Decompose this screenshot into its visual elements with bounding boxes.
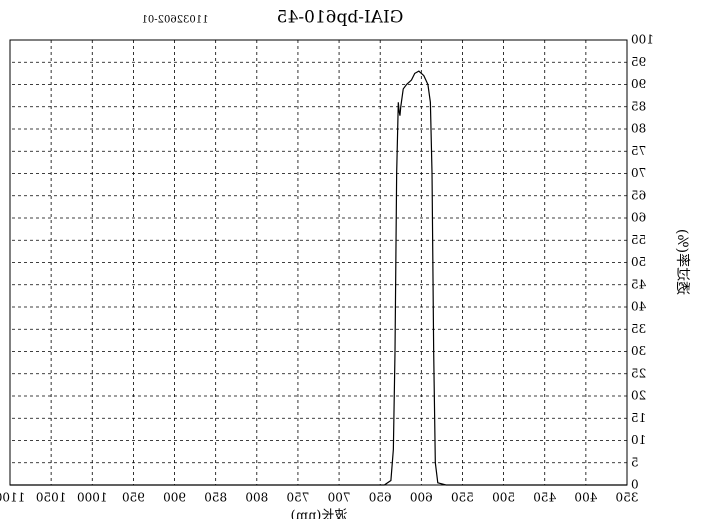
x-tick-label: 1100 (0, 491, 25, 505)
y-tick-label: 0 (631, 478, 639, 492)
y-tick-label: 10 (631, 433, 646, 447)
y-tick-label: 45 (631, 277, 646, 291)
y-axis-label: 透过率(%) (674, 229, 691, 295)
y-tick-label: 60 (631, 211, 646, 225)
x-tick-label: 600 (410, 491, 433, 505)
y-tick-label: 5 (631, 455, 639, 469)
y-tick-label: 20 (631, 389, 646, 403)
y-tick-label: 30 (631, 344, 646, 358)
y-tick-label: 70 (631, 166, 646, 180)
y-tick-label: 100 (631, 33, 654, 47)
x-tick-label: 500 (492, 491, 515, 505)
y-tick-label: 95 (631, 55, 646, 69)
x-tick-label: 750 (286, 491, 309, 505)
x-tick-label: 450 (533, 491, 556, 505)
y-tick-label: 50 (631, 255, 646, 269)
x-tick-label: 350 (616, 491, 639, 505)
x-tick-label: 850 (204, 491, 227, 505)
x-tick-label: 900 (163, 491, 186, 505)
y-tick-label: 75 (631, 144, 646, 158)
chart-subtitle: 11032602-01 (141, 15, 208, 26)
y-tick-label: 25 (631, 366, 646, 380)
y-tick-label: 65 (631, 188, 646, 202)
x-tick-label: 550 (451, 491, 474, 505)
y-tick-label: 85 (631, 99, 646, 113)
y-tick-label: 80 (631, 122, 646, 136)
y-tick-label: 55 (631, 233, 646, 247)
x-tick-label: 950 (122, 491, 145, 505)
x-tick-label: 700 (328, 491, 351, 505)
y-tick-label: 90 (631, 77, 646, 91)
x-tick-label: 1050 (36, 491, 67, 505)
y-tick-label: 35 (631, 322, 646, 336)
y-tick-label: 15 (631, 411, 646, 425)
chart-body: GIAI-bp610-45 11032602-01 波长(nm) 透过率(%) … (0, 8, 691, 519)
y-tick-label: 40 (631, 300, 646, 314)
x-tick-label: 800 (245, 491, 268, 505)
x-axis-label: 波长(nm) (291, 509, 348, 519)
chart-title: GIAI-bp610-45 (277, 8, 404, 28)
spectrum-line (10, 70, 627, 486)
x-tick-label: 400 (574, 491, 597, 505)
x-tick-label: 1000 (77, 491, 108, 505)
x-tick-label: 650 (369, 491, 392, 505)
